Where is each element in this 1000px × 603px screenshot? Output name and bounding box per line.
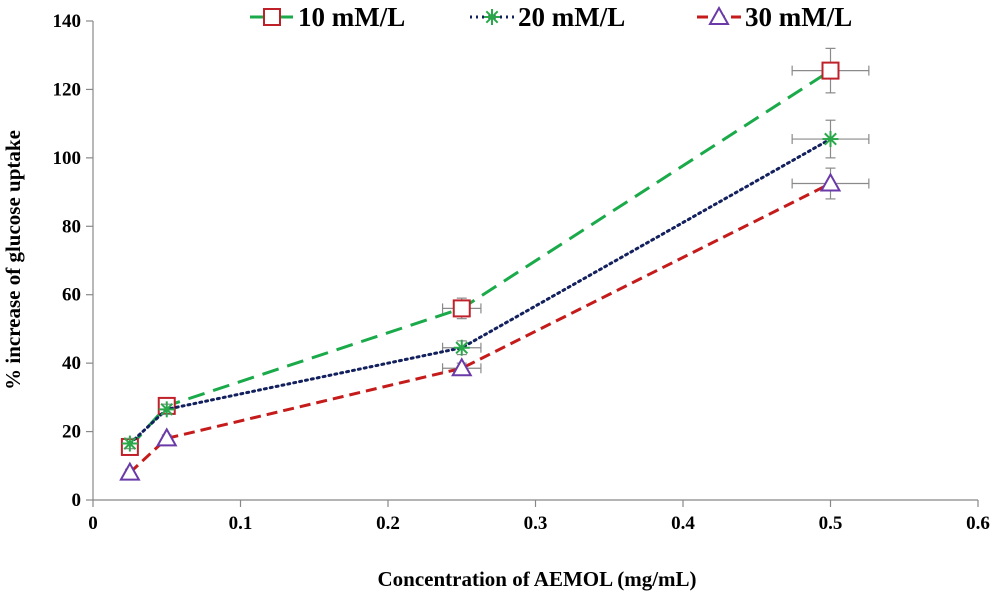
data-point: [453, 339, 470, 356]
data-point: [451, 357, 473, 377]
series-line: [128, 69, 832, 448]
x-axis-title: Concentration of AEMOL (mg/mL): [377, 567, 696, 591]
data-point: [156, 427, 178, 447]
data-point: [452, 299, 471, 318]
x-tick-label: 0.2: [376, 513, 400, 534]
legend: 10 mM/L 20 mM/L 30 mM/L: [250, 2, 852, 32]
legend-item-3: 30 mM/L: [697, 2, 852, 32]
series-line: [128, 182, 832, 474]
data-point: [121, 435, 138, 452]
legend-item-2: 20 mM/L: [470, 2, 625, 32]
y-tick-label: 100: [53, 148, 82, 169]
legend-label: 10 mM/L: [298, 2, 405, 32]
legend-marker: [263, 8, 281, 26]
y-tick-label: 40: [62, 353, 81, 374]
legend-label: 30 mM/L: [745, 2, 852, 32]
y-axis-title: % increase of glucose uptake: [1, 130, 25, 390]
x-tick-label: 0.5: [819, 513, 843, 534]
series-2: [121, 119, 870, 452]
x-tick-label: 0.3: [524, 513, 548, 534]
series-line: [128, 137, 832, 446]
y-tick-label: 20: [62, 422, 81, 443]
data-point: [119, 461, 141, 481]
legend-marker: [708, 5, 730, 25]
x-tick-label: 0.4: [671, 513, 695, 534]
axes: 0 20 40 60 80 100 120 140 0 0.1 0.2 0.3 0.4 0.5 0.6: [53, 11, 990, 534]
legend-label: 20 mM/L: [518, 2, 625, 32]
data-point: [821, 61, 840, 80]
data-point: [158, 401, 175, 418]
legend-item-1: 10 mM/L: [250, 2, 405, 32]
series-layer: [119, 47, 870, 481]
y-tick-label: 120: [53, 79, 82, 100]
y-tick-label: 140: [53, 11, 82, 32]
y-tick-label: 80: [62, 216, 81, 237]
x-tick-label: 0: [88, 513, 98, 534]
x-tick-label: 0.6: [966, 513, 990, 534]
legend-marker: [484, 9, 500, 25]
x-tick-label: 0.1: [229, 513, 253, 534]
series-3: [119, 167, 870, 481]
y-tick-label: 60: [62, 285, 81, 306]
data-point: [819, 172, 842, 192]
data-point: [822, 131, 839, 148]
y-tick-label: 0: [72, 490, 82, 511]
series-1: [120, 47, 870, 456]
